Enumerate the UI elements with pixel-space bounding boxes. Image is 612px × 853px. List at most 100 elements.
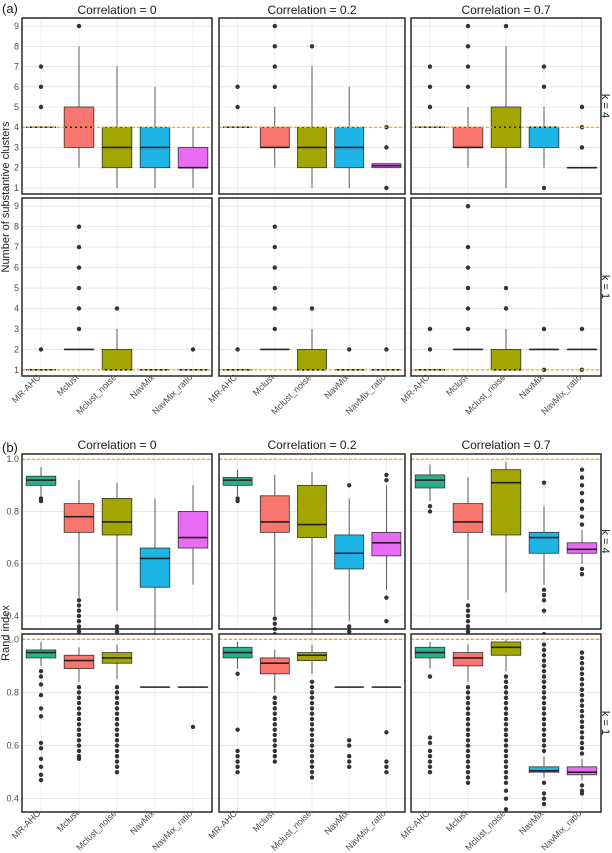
outlier-point — [76, 722, 82, 727]
outlier-point — [427, 748, 433, 754]
y-tick-label: 4 — [14, 303, 19, 313]
box-NavMix_ratio — [177, 485, 209, 660]
outlier-point — [465, 775, 471, 780]
panel-border — [410, 453, 602, 630]
outlier-point — [579, 467, 585, 472]
y-tick-label: 0.6 — [6, 559, 19, 569]
outlier-point — [503, 754, 509, 759]
box-body — [452, 503, 484, 533]
outlier-point — [272, 23, 277, 29]
box-MR-AHC — [25, 641, 57, 783]
outlier-point — [190, 347, 196, 352]
outlier-point — [579, 692, 585, 698]
x-category-label: Mclust_noise — [269, 372, 313, 416]
outlier-point — [579, 671, 585, 677]
outlier-point — [38, 706, 44, 711]
chart-0: (a) Number of substantive clusters Correla… — [0, 1, 611, 417]
outlier-point — [272, 716, 277, 722]
box-NavMix — [334, 86, 365, 188]
outlier-point — [427, 84, 433, 89]
outlier-point — [38, 772, 44, 778]
box-body — [259, 495, 290, 533]
outlier-point — [76, 629, 82, 634]
outlier-point — [347, 483, 352, 488]
box-Mclust — [259, 23, 290, 168]
outlier-point — [465, 203, 471, 209]
outlier-point — [309, 306, 315, 311]
outlier-point — [190, 724, 196, 730]
outlier-point — [579, 687, 585, 692]
box-Mclust — [452, 203, 484, 351]
outlier-point — [465, 608, 471, 613]
outlier-point — [76, 732, 82, 738]
y-tick-label: 2 — [14, 344, 19, 354]
outlier-point — [579, 661, 585, 666]
outlier-point — [503, 706, 509, 711]
outlier-point — [347, 624, 352, 629]
outlier-point — [541, 684, 547, 690]
box-body — [222, 477, 253, 486]
box-NavMix — [334, 686, 365, 770]
outlier-point — [465, 84, 471, 89]
outlier-point — [384, 472, 389, 478]
outlier-point — [76, 727, 82, 732]
outlier-point — [272, 224, 277, 229]
box-body — [101, 498, 133, 536]
outlier-point — [76, 711, 82, 716]
outlier-point — [541, 711, 547, 716]
outlier-point — [114, 690, 120, 695]
outlier-point — [503, 695, 509, 700]
box-Mclust — [63, 224, 95, 351]
outlier-point — [579, 746, 585, 751]
box-body — [566, 542, 598, 554]
outlier-point — [465, 764, 471, 770]
y-tick-label: 0.4 — [6, 611, 19, 621]
outlier-point — [38, 746, 44, 751]
outlier-point — [465, 700, 471, 706]
outlier-point — [427, 504, 433, 509]
outlier-point — [235, 727, 240, 732]
outlier-point — [465, 618, 471, 624]
box-body — [259, 126, 290, 148]
box-MR-AHC — [25, 64, 57, 129]
facet-panel — [410, 17, 602, 195]
outlier-point — [235, 769, 240, 775]
outlier-point — [503, 769, 509, 775]
outlier-point — [541, 608, 547, 613]
outlier-point — [114, 700, 120, 706]
outlier-point — [503, 759, 509, 764]
box-NavMix_ratio — [371, 125, 402, 191]
outlier-point — [114, 711, 120, 716]
outlier-point — [76, 613, 82, 619]
box-body — [63, 654, 95, 669]
outlier-point — [579, 703, 585, 708]
outlier-point — [503, 684, 509, 690]
outlier-point — [114, 759, 120, 764]
outlier-point — [541, 185, 547, 191]
box-body — [334, 534, 365, 570]
box-Mclust — [259, 224, 290, 351]
outlier-point — [503, 788, 509, 793]
outlier-point — [76, 285, 82, 291]
outlier-point — [579, 735, 585, 740]
outlier-point — [541, 326, 547, 332]
outlier-point — [541, 480, 547, 485]
outlier-point — [579, 483, 585, 488]
outlier-point — [76, 265, 82, 270]
box-NavMix — [139, 86, 171, 188]
box-body — [101, 349, 133, 371]
box-NavMix — [528, 642, 560, 807]
outlier-point — [503, 23, 509, 29]
outlier-point — [347, 743, 352, 748]
facet-panel: 1 2 3 4 5 6 7 8 9 — [14, 17, 213, 195]
outlier-point — [384, 145, 389, 150]
outlier-point — [76, 598, 82, 603]
outlier-point — [309, 727, 315, 732]
outlier-point — [465, 326, 471, 332]
outlier-point — [579, 751, 585, 756]
box-Mclust — [63, 647, 95, 762]
outlier-point — [579, 730, 585, 735]
